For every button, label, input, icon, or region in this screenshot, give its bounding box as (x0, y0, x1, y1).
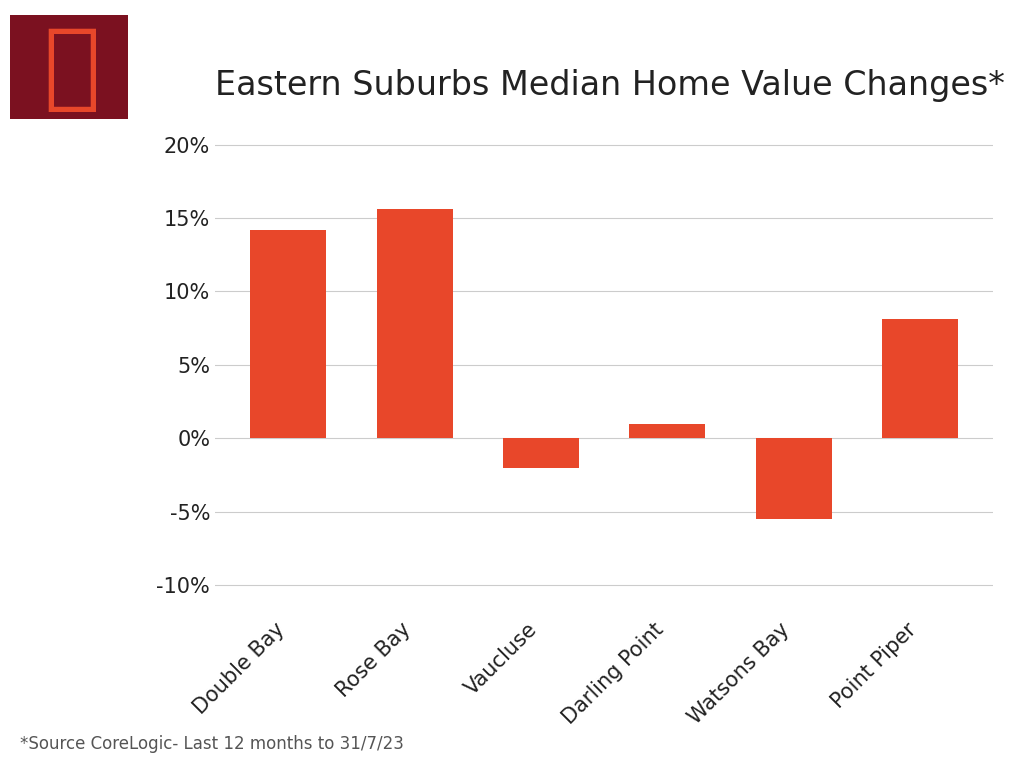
Bar (882, 319, 957, 439)
Bar (756, 439, 831, 519)
Bar (377, 209, 453, 439)
Text: ℙ: ℙ (43, 25, 100, 114)
Bar (251, 230, 327, 439)
Text: Eastern Suburbs Median Home Value Changes*: Eastern Suburbs Median Home Value Change… (215, 69, 1005, 102)
Text: *Source CoreLogic- Last 12 months to 31/7/23: *Source CoreLogic- Last 12 months to 31/… (20, 735, 404, 753)
Bar (630, 423, 706, 439)
FancyBboxPatch shape (10, 15, 128, 119)
Bar (503, 439, 579, 468)
